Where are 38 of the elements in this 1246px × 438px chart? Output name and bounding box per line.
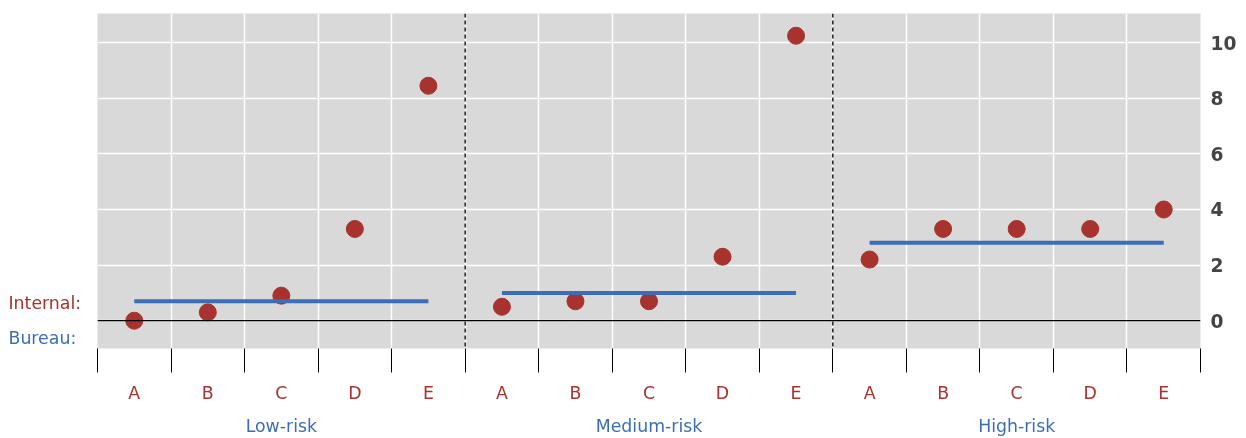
text: High-risk (978, 415, 1056, 436)
point (1081, 219, 1100, 238)
y-tick-label: 0 (1210, 310, 1224, 332)
point (1154, 200, 1173, 219)
y-tick-label: 2 (1210, 255, 1224, 277)
point (713, 247, 732, 266)
x-tick-label: B (569, 382, 582, 403)
text: Internal: (8, 292, 82, 313)
x-tick-label: B (937, 382, 950, 403)
point (345, 219, 364, 238)
text: Bureau: (8, 327, 77, 348)
x-tick-label: E (1158, 382, 1170, 403)
y-tick-label: 4 (1210, 199, 1224, 221)
point (492, 297, 511, 316)
point (934, 219, 953, 238)
point (1007, 219, 1026, 238)
point (787, 26, 806, 45)
text: Medium-risk (595, 415, 703, 436)
x-tick-label: E (422, 382, 434, 403)
x-tick-label: B (201, 382, 214, 403)
point (860, 250, 879, 269)
y-tick-label: 10 (1210, 32, 1237, 54)
x-tick-label: E (790, 382, 802, 403)
x-tick-label: D (1083, 382, 1097, 403)
x-tick-label: A (128, 382, 141, 403)
x-tick-label: A (863, 382, 876, 403)
point (125, 311, 144, 330)
x-tick-label: C (642, 382, 656, 403)
point (419, 76, 438, 95)
x-tick-label: D (348, 382, 362, 403)
text: Low-risk (245, 415, 318, 436)
x-tick-label: D (715, 382, 730, 403)
y-tick-label: 6 (1210, 143, 1224, 165)
x-tick-label: C (275, 382, 288, 403)
x-tick-label: C (1010, 382, 1023, 403)
y-tick-label: 8 (1210, 88, 1224, 110)
point (198, 303, 217, 322)
x-tick-label: A (496, 382, 509, 403)
